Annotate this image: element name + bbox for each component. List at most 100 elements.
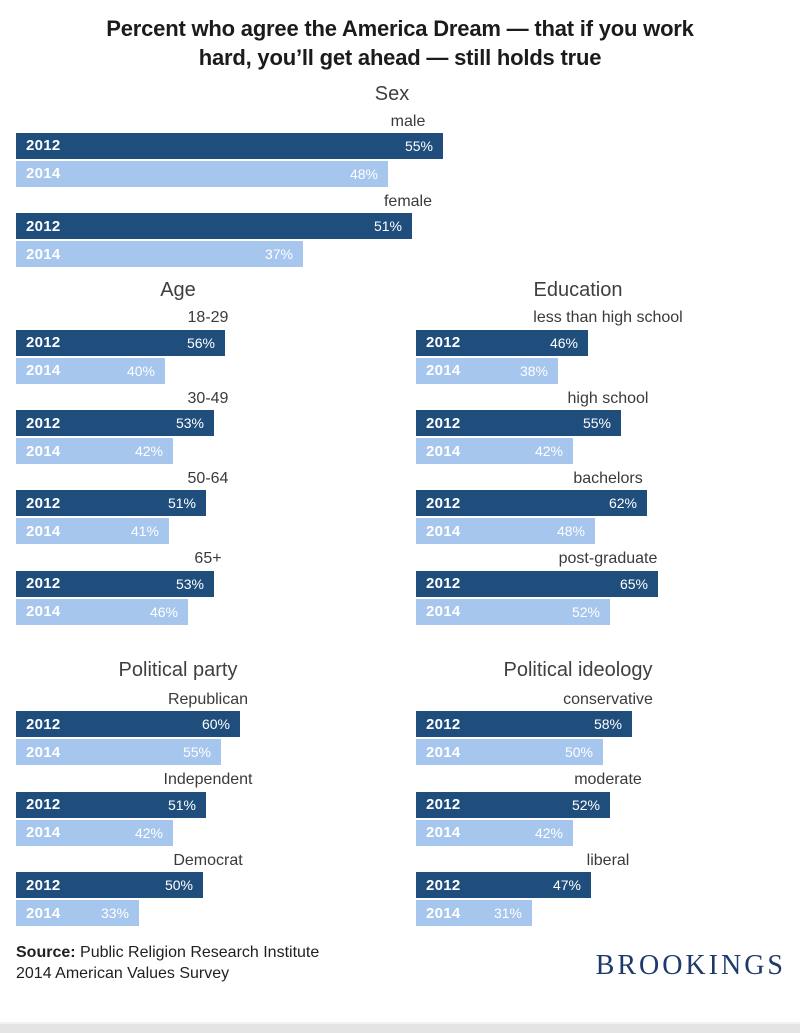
bar-2012: 2012 53%: [16, 410, 214, 437]
bar-group-male: male 2012 55% 2014 48%: [16, 113, 800, 187]
bar-group-moderate: moderate 2012 52% 2014 42%: [416, 771, 800, 846]
bar-2014: 2014 55%: [16, 739, 221, 766]
bar-year-label: 2012: [426, 796, 461, 814]
section-age-heading: Age: [160, 279, 196, 302]
bar-value-label: 52%: [571, 603, 600, 620]
bar-year-label: 2012: [426, 575, 461, 593]
bar-2012: 2012 56%: [16, 329, 225, 356]
bar-value-label: 38%: [519, 362, 548, 379]
section-age-groups: 18-29 2012 56% 2014 40% 30-49 2012 53% 2014 42% 50…: [16, 309, 400, 625]
bar-year-label: 2014: [426, 603, 461, 621]
chart-footer: Source: Public Religion Research Institu…: [0, 928, 800, 984]
bar-2014: 2014 52%: [416, 598, 610, 625]
bar-2014: 2014 41%: [16, 518, 169, 545]
bar-value-label: 37%: [264, 246, 293, 263]
bar-year-label: 2012: [426, 414, 461, 432]
bar-value-label: 47%: [552, 877, 581, 894]
group-label: 18-29: [187, 309, 229, 327]
bar-year-label: 2012: [26, 137, 61, 155]
bar-group-bachelors: bachelors 2012 62% 2014 48%: [416, 470, 800, 545]
section-political-ideology-groups: conservative 2012 58% 2014 50% moderate 2012 52…: [416, 690, 800, 927]
bar-2014: 2014 46%: [16, 598, 188, 625]
group-label: Democrat: [173, 851, 243, 869]
bar-value-label: 42%: [134, 443, 163, 460]
bar-year-label: 2012: [26, 715, 61, 733]
brookings-wordmark: BROOKINGS: [595, 950, 786, 982]
bar-group-30-49: 30-49 2012 53% 2014 42%: [16, 390, 400, 465]
bar-2014: 2014 42%: [16, 819, 173, 846]
chart-row-2: Political party Republican 2012 60% 2014 55%…: [0, 649, 800, 928]
bar-year-label: 2014: [26, 362, 61, 380]
section-sex-heading: Sex: [374, 82, 410, 105]
section-political-ideology-heading: Political ideology: [503, 658, 653, 681]
bar-2014: 2014 42%: [416, 438, 573, 465]
section-age: Age 18-29 2012 56% 2014 40% 30-49 2012 53% 2014 4…: [0, 269, 400, 627]
group-label: 50-64: [187, 470, 229, 488]
bar-value-label: 41%: [130, 523, 159, 540]
bar-group-republican: Republican 2012 60% 2014 55%: [16, 691, 400, 766]
bar-value-label: 55%: [404, 137, 433, 154]
source-label: Source:: [16, 944, 76, 962]
group-label: male: [390, 112, 426, 130]
bar-value-label: 48%: [349, 165, 378, 182]
bar-group-65+: 65+ 2012 53% 2014 46%: [16, 550, 400, 625]
bar-2012: 2012 55%: [416, 410, 621, 437]
bar-value-label: 50%: [164, 877, 193, 894]
bar-year-label: 2012: [26, 876, 61, 894]
section-political-party-heading: Political party: [118, 658, 238, 681]
section-political-party: Political party Republican 2012 60% 2014 55%…: [0, 649, 400, 928]
bar-group-50-64: 50-64 2012 51% 2014 41%: [16, 470, 400, 545]
bar-value-label: 53%: [175, 415, 204, 432]
bar-year-label: 2012: [26, 796, 61, 814]
bar-group-less-than-high-school: less than high school 2012 46% 2014 38%: [416, 309, 800, 384]
bar-value-label: 62%: [608, 495, 637, 512]
bar-year-label: 2014: [26, 603, 61, 621]
bar-group-18-29: 18-29 2012 56% 2014 40%: [16, 309, 400, 384]
section-sex: Sex male 2012 55% 2014 48% female 2012 51% 2014 3…: [0, 81, 800, 268]
bar-2012: 2012 51%: [16, 791, 206, 818]
bar-value-label: 40%: [126, 362, 155, 379]
bar-value-label: 42%: [534, 824, 563, 841]
bar-year-label: 2014: [426, 904, 461, 922]
bar-value-label: 60%: [201, 716, 230, 733]
bar-2014: 2014 38%: [416, 357, 558, 384]
group-label: female: [383, 192, 433, 210]
group-label: 65+: [194, 550, 222, 568]
bar-2014: 2014 33%: [16, 900, 139, 927]
bar-value-label: 52%: [571, 796, 600, 813]
bar-2012: 2012 47%: [416, 872, 591, 899]
bar-2014: 2014 50%: [416, 739, 603, 766]
bar-year-label: 2012: [426, 876, 461, 894]
bar-year-label: 2012: [26, 494, 61, 512]
section-education: Education less than high school 2012 46% 20…: [400, 269, 800, 627]
bar-year-label: 2014: [426, 824, 461, 842]
bar-2012: 2012 62%: [416, 490, 647, 517]
bar-year-label: 2014: [26, 904, 61, 922]
bar-2012: 2012 51%: [16, 490, 206, 517]
chart-row-1: Age 18-29 2012 56% 2014 40% 30-49 2012 53% 2014 4…: [0, 269, 800, 627]
bar-value-label: 65%: [619, 575, 648, 592]
bar-year-label: 2014: [426, 362, 461, 380]
bar-group-high-school: high school 2012 55% 2014 42%: [416, 389, 800, 465]
bar-year-label: 2014: [426, 743, 461, 761]
bar-group-liberal: liberal 2012 47% 2014 31%: [416, 852, 800, 927]
bar-group-female: female 2012 51% 2014 37%: [16, 192, 800, 268]
group-label: high school: [567, 389, 649, 407]
bar-value-label: 55%: [582, 415, 611, 432]
bar-2014: 2014 31%: [416, 900, 532, 927]
group-label: post-graduate: [558, 550, 658, 568]
section-political-party-groups: Republican 2012 60% 2014 55% Independent 2012 5…: [16, 691, 400, 927]
bar-value-label: 51%: [167, 495, 196, 512]
bar-2012: 2012 52%: [416, 791, 610, 818]
bar-2012: 2012 53%: [16, 570, 214, 597]
bar-2012: 2012 50%: [16, 872, 203, 899]
bottom-divider: [0, 1022, 800, 1033]
bar-year-label: 2012: [426, 715, 461, 733]
bar-2014: 2014 37%: [16, 241, 303, 268]
group-label: conservative: [563, 690, 653, 708]
group-label: Independent: [163, 771, 253, 789]
group-label: bachelors: [573, 470, 643, 488]
bar-year-label: 2012: [26, 575, 61, 593]
bar-2014: 2014 42%: [16, 438, 173, 465]
